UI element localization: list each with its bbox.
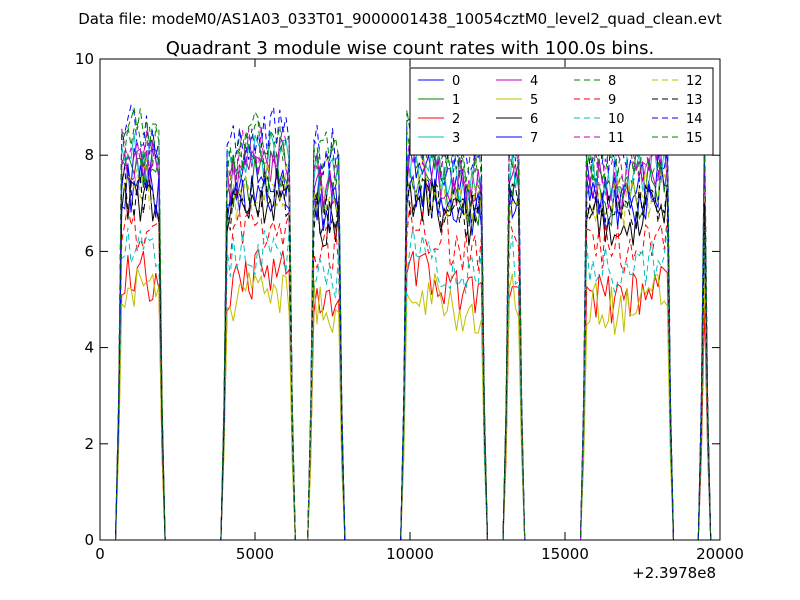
series-line-12 — [115, 158, 712, 540]
y-tick-label: 10 — [75, 50, 94, 68]
series-line-4 — [115, 136, 712, 540]
legend-label-3: 3 — [452, 131, 460, 146]
x-tick-label: 20000 — [696, 545, 744, 563]
y-tick-label: 6 — [84, 242, 94, 260]
x-tick-label: 10000 — [386, 545, 434, 563]
x-offset-label: +2.3978e8 — [632, 564, 716, 582]
series-line-15 — [115, 107, 712, 540]
y-tick-label: 2 — [84, 435, 94, 453]
legend-label-2: 2 — [452, 112, 460, 127]
legend-label-11: 11 — [608, 131, 625, 146]
legend-label-4: 4 — [530, 74, 538, 89]
legend-label-9: 9 — [608, 93, 616, 108]
legend-label-1: 1 — [452, 93, 460, 108]
x-tick-label: 5000 — [236, 545, 274, 563]
y-tick-label: 4 — [84, 339, 94, 357]
legend-label-0: 0 — [452, 74, 460, 89]
series-line-10 — [115, 225, 712, 540]
data-file-label: Data file: modeM0/AS1A03_033T01_90000014… — [78, 10, 722, 29]
legend-box — [409, 67, 714, 156]
legend-label-12: 12 — [686, 74, 703, 89]
series-line-14 — [115, 104, 712, 540]
series-line-2 — [115, 248, 712, 540]
y-tick-label: 0 — [84, 531, 94, 549]
series-line-7 — [115, 163, 712, 540]
series-line-1 — [115, 150, 712, 540]
series-line-5 — [115, 268, 712, 540]
legend-label-7: 7 — [530, 131, 538, 146]
legend-label-6: 6 — [530, 112, 538, 127]
legend-label-13: 13 — [686, 93, 703, 108]
series-line-11 — [115, 120, 712, 540]
x-tick-label: 15000 — [541, 545, 589, 563]
legend-label-5: 5 — [530, 93, 538, 108]
legend-label-14: 14 — [686, 112, 703, 127]
series-layer — [115, 104, 712, 540]
series-line-9 — [115, 202, 712, 540]
series-line-6 — [115, 179, 712, 540]
series-line-13 — [115, 166, 712, 540]
legend-label-8: 8 — [608, 74, 616, 89]
y-tick-label: 8 — [84, 146, 94, 164]
chart-title: Quadrant 3 module wise count rates with … — [166, 38, 655, 59]
legend-label-15: 15 — [686, 131, 703, 146]
legend-label-10: 10 — [608, 112, 625, 127]
x-tick-label: 0 — [95, 545, 105, 563]
